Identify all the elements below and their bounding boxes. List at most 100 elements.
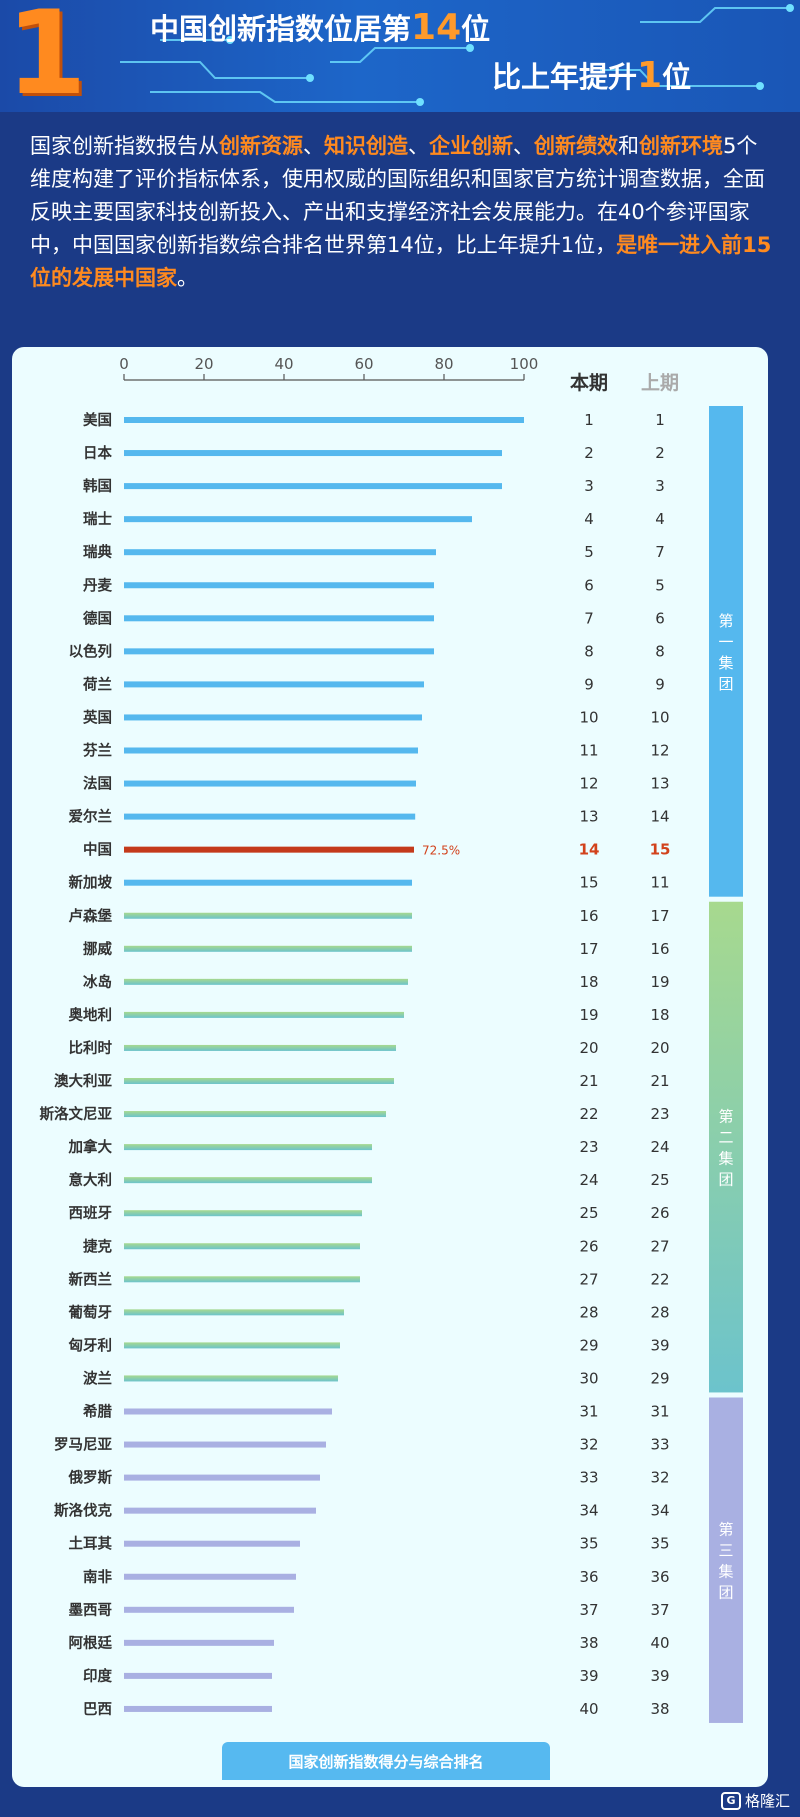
- rank-previous: 37: [650, 1601, 669, 1619]
- rank-current: 34: [579, 1502, 598, 1520]
- x-tick-label: 100: [510, 355, 539, 373]
- group-label-char: 第: [718, 612, 733, 630]
- country-label: 葡萄牙: [68, 1303, 113, 1321]
- highlight-value-label: 72.5%: [422, 844, 460, 858]
- rank-previous: 6: [655, 609, 665, 627]
- rank-current: 38: [579, 1634, 598, 1652]
- bar-34: [124, 1507, 316, 1514]
- country-label: 中国: [83, 841, 112, 859]
- rank-current: 14: [579, 841, 600, 859]
- rank-previous: 19: [650, 973, 669, 991]
- group-label-char: 集: [718, 1563, 733, 1581]
- country-label: 斯洛文尼亚: [40, 1105, 113, 1123]
- rank-previous: 32: [650, 1469, 669, 1487]
- title-line-1: 中国创新指数位居第14位: [150, 7, 491, 48]
- bar-6: [124, 582, 434, 589]
- rank-previous: 13: [650, 775, 669, 793]
- column-header-current: 本期: [570, 371, 608, 394]
- rank-big-number: 1: [6, 0, 87, 112]
- rank-current: 24: [579, 1171, 598, 1189]
- rank-current: 29: [579, 1336, 598, 1354]
- bar-8: [124, 648, 434, 655]
- x-tick-label: 0: [119, 355, 129, 373]
- country-label: 南非: [83, 1568, 112, 1586]
- country-label: 意大利: [69, 1171, 113, 1189]
- rank-current: 16: [579, 907, 598, 925]
- watermark: G 格隆汇: [720, 1790, 790, 1811]
- bar-14: [124, 846, 414, 853]
- country-label: 法国: [83, 775, 112, 793]
- bar-25: [124, 1210, 362, 1217]
- country-label: 日本: [83, 444, 112, 462]
- bar-37: [124, 1606, 294, 1613]
- bar-38: [124, 1639, 274, 1646]
- country-label: 英国: [83, 708, 112, 726]
- bar-20: [124, 1044, 396, 1051]
- chart-panel: 0 20 40 60 80 100 本期 上期 美国 1 1 日本 2 2 韩国 3 3 瑞士 4 4 瑞典 5 7 丹麦 6 5…: [12, 347, 768, 1787]
- bar-13: [124, 813, 416, 820]
- group-label-char: 第: [718, 1108, 733, 1126]
- bar-31: [124, 1408, 332, 1415]
- bar-5: [124, 549, 436, 556]
- bar-39: [124, 1672, 272, 1679]
- bar-30: [124, 1375, 338, 1382]
- rank-current: 4: [584, 510, 594, 528]
- country-label: 新加坡: [69, 874, 113, 892]
- bar-9: [124, 681, 424, 688]
- country-label: 荷兰: [83, 675, 112, 693]
- bar-15: [124, 879, 412, 886]
- country-label: 波兰: [83, 1369, 112, 1387]
- rank-current: 31: [579, 1403, 598, 1421]
- bar-1: [124, 417, 524, 423]
- rank-current: 23: [579, 1138, 598, 1156]
- country-label: 德国: [83, 609, 112, 627]
- rank-previous: 27: [650, 1237, 669, 1255]
- rank-previous: 20: [650, 1039, 669, 1057]
- rank-previous: 5: [655, 576, 665, 594]
- bar-27: [124, 1276, 360, 1283]
- watermark-text: 格隆汇: [744, 1792, 790, 1810]
- column-header-previous: 上期: [641, 372, 679, 394]
- rank-previous: 36: [650, 1568, 669, 1586]
- x-tick-label: 20: [194, 355, 213, 373]
- bar-11: [124, 747, 418, 754]
- intro-paragraph: 国家创新指数报告从创新资源、知识创造、企业创新、创新绩效和创新环境5个维度构建了…: [30, 134, 772, 290]
- bar-28: [124, 1309, 344, 1316]
- rank-current: 26: [579, 1237, 598, 1255]
- bar-26: [124, 1243, 360, 1250]
- x-tick-label: 80: [434, 355, 453, 373]
- rank-current: 1: [584, 411, 594, 429]
- rank-current: 9: [584, 675, 594, 693]
- x-tick-label: 60: [354, 355, 373, 373]
- rank-current: 27: [579, 1270, 598, 1288]
- rank-previous: 7: [655, 543, 665, 561]
- rank-current: 30: [579, 1369, 598, 1387]
- rank-current: 5: [584, 543, 594, 561]
- chart-caption: 国家创新指数得分与综合排名: [222, 1742, 550, 1780]
- rank-previous: 35: [650, 1535, 669, 1553]
- logo-icon: G: [720, 1791, 741, 1810]
- rank-current: 21: [579, 1072, 598, 1090]
- bar-29: [124, 1342, 340, 1349]
- country-label: 加拿大: [68, 1138, 113, 1156]
- rank-previous: 11: [650, 874, 669, 892]
- rank-previous: 38: [650, 1700, 669, 1718]
- rank-previous: 12: [650, 742, 669, 760]
- rank-previous: 21: [650, 1072, 669, 1090]
- rank-current: 2: [584, 444, 594, 462]
- rank-previous: 1: [655, 411, 665, 429]
- rank-current: 8: [584, 642, 594, 660]
- rank-previous: 40: [650, 1634, 669, 1652]
- circuit-decoration: [120, 4, 794, 106]
- rank-current: 6: [584, 576, 594, 594]
- bar-24: [124, 1177, 372, 1184]
- group-label-char: 第: [718, 1521, 733, 1539]
- bar-19: [124, 1011, 404, 1018]
- country-label: 瑞士: [83, 510, 112, 528]
- rank-current: 36: [579, 1568, 598, 1586]
- rank-previous: 10: [650, 708, 669, 726]
- group-bar-3: [709, 1397, 743, 1723]
- country-label: 希腊: [83, 1403, 112, 1421]
- country-label: 俄罗斯: [68, 1469, 113, 1487]
- x-tick-label: 40: [274, 355, 293, 373]
